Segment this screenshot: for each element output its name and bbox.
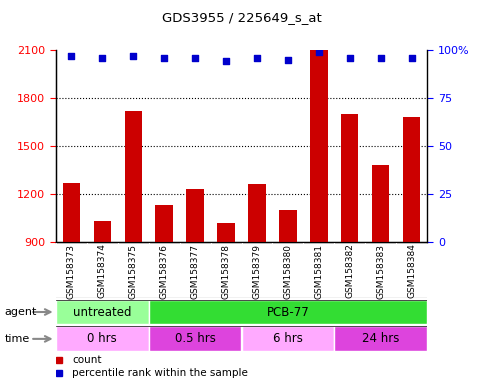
Text: GSM158375: GSM158375	[128, 243, 138, 299]
Point	[253, 55, 261, 61]
Text: 0 hrs: 0 hrs	[87, 333, 117, 345]
Text: 6 hrs: 6 hrs	[273, 333, 303, 345]
Bar	[334, 326, 427, 351]
Text: GSM158374: GSM158374	[98, 243, 107, 298]
Text: GSM158383: GSM158383	[376, 243, 385, 299]
Bar	[125, 111, 142, 242]
Point	[67, 53, 75, 59]
Text: GSM158384: GSM158384	[408, 243, 416, 298]
Bar	[94, 221, 111, 242]
Bar	[341, 114, 358, 242]
Text: count: count	[72, 355, 102, 365]
Point	[160, 55, 168, 61]
Bar	[311, 50, 327, 242]
Text: PCB-77: PCB-77	[267, 306, 310, 318]
Text: agent: agent	[5, 307, 37, 317]
Bar	[56, 326, 149, 351]
Text: time: time	[5, 334, 30, 344]
Point	[408, 55, 416, 61]
Bar	[248, 184, 266, 242]
Point	[129, 53, 137, 59]
Bar	[242, 326, 334, 351]
Point	[98, 55, 106, 61]
Text: GSM158377: GSM158377	[190, 243, 199, 299]
Text: GSM158380: GSM158380	[284, 243, 293, 299]
Bar	[149, 326, 242, 351]
Bar	[280, 210, 297, 242]
Text: GSM158373: GSM158373	[67, 243, 75, 299]
Text: GDS3955 / 225649_s_at: GDS3955 / 225649_s_at	[162, 11, 321, 24]
Bar	[149, 300, 427, 324]
Text: GSM158381: GSM158381	[314, 243, 324, 299]
Bar	[403, 117, 421, 242]
Point	[315, 49, 323, 55]
Text: percentile rank within the sample: percentile rank within the sample	[72, 368, 248, 379]
Text: 24 hrs: 24 hrs	[362, 333, 399, 345]
Text: untreated: untreated	[73, 306, 131, 318]
Point	[377, 55, 385, 61]
Text: 0.5 hrs: 0.5 hrs	[174, 333, 215, 345]
Bar	[217, 223, 235, 242]
Point	[222, 58, 230, 65]
Bar	[62, 183, 80, 242]
Bar	[372, 165, 389, 242]
Text: GSM158379: GSM158379	[253, 243, 261, 299]
Text: GSM158382: GSM158382	[345, 243, 355, 298]
Point	[191, 55, 199, 61]
Bar	[186, 189, 203, 242]
Point	[284, 56, 292, 63]
Point	[346, 55, 354, 61]
Bar	[56, 300, 149, 324]
Text: GSM158376: GSM158376	[159, 243, 169, 299]
Text: GSM158378: GSM158378	[222, 243, 230, 299]
Bar	[156, 205, 172, 242]
